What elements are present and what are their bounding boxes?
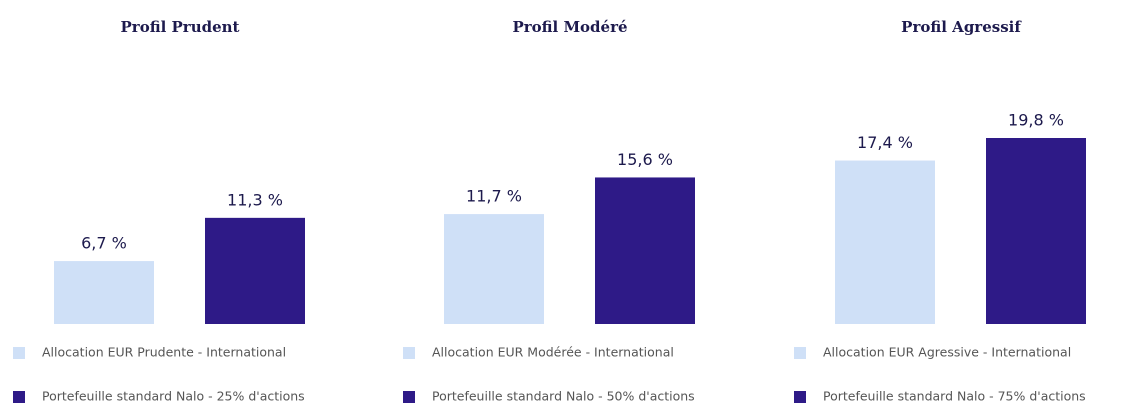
value-label: 11,7 % [466,187,522,206]
legend-swatch [403,391,415,403]
bar [835,160,935,324]
value-label: 6,7 % [81,234,127,253]
chart-title: Profil Agressif [901,18,1022,36]
value-label: 19,8 % [1008,111,1064,130]
bar [54,261,154,324]
legend-label: Allocation EUR Agressive - International [823,345,1071,360]
legend-swatch [403,347,415,359]
value-label: 11,3 % [227,190,283,209]
legend-swatch [13,391,25,403]
value-label: 15,6 % [617,150,673,169]
legend-label: Portefeuille standard Nalo - 75% d'actio… [823,389,1086,403]
legend-swatch [794,347,806,359]
legend-label: Allocation EUR Modérée - International [432,345,674,360]
bar [205,217,305,324]
bar [444,214,544,324]
legend-swatch [13,347,25,359]
value-label: 17,4 % [857,133,913,152]
chart-title: Profil Prudent [121,18,240,36]
legend-label: Portefeuille standard Nalo - 50% d'actio… [432,389,695,403]
chart-title: Profil Modéré [512,18,627,36]
legend-label: Portefeuille standard Nalo - 25% d'actio… [42,389,305,403]
legend-label: Allocation EUR Prudente - International [42,345,286,360]
bar [595,177,695,324]
legend-swatch [794,391,806,403]
bar [986,138,1086,324]
